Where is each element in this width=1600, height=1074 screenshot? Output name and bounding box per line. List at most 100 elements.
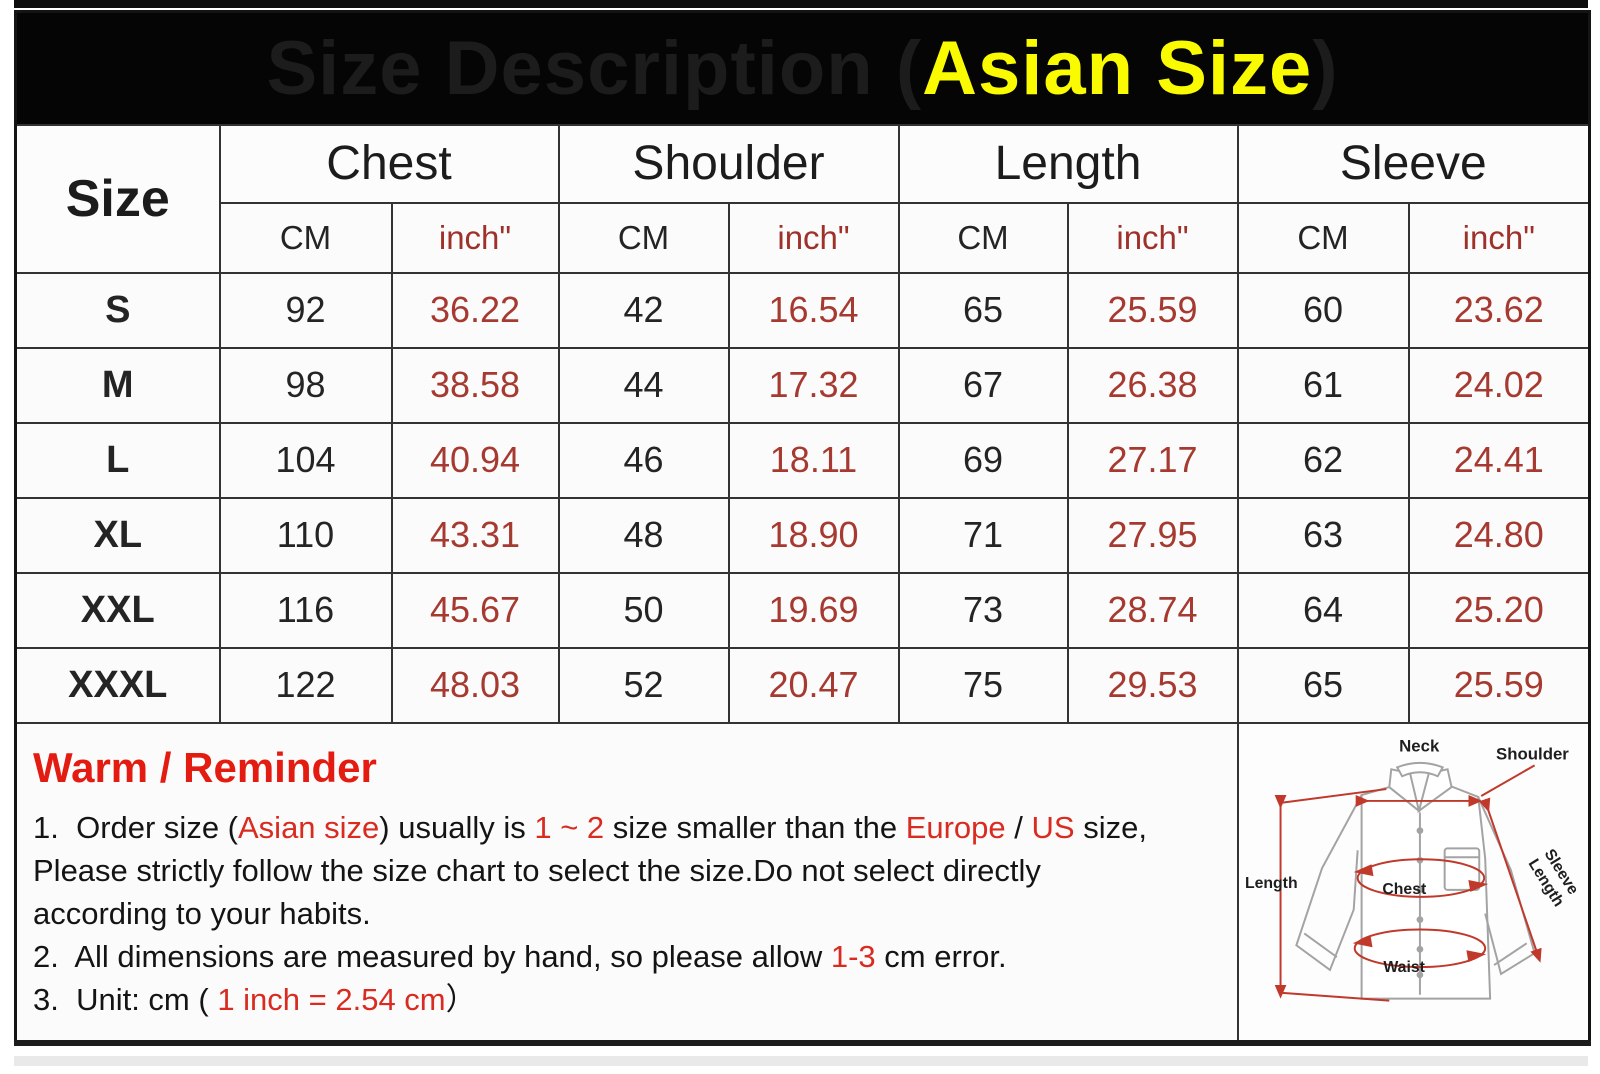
reminder-text: /: [1005, 809, 1032, 845]
inch-value: 25.59: [1407, 646, 1591, 724]
inch-value: 40.94: [390, 421, 560, 499]
title-prefix: Size Description (: [266, 25, 923, 111]
group-header-row: Size Chest Shoulder Length Sleeve: [14, 123, 1591, 274]
unit-header-cm: CM: [897, 201, 1069, 274]
page-title: Size Description (Asian Size): [14, 10, 1591, 126]
reminder-text: size,: [1074, 809, 1147, 845]
reminder-line: 3. Unit: cm ( 1 inch = 2.54 cm）: [33, 978, 1227, 1021]
unit-header-row: CM inch" CM inch" CM inch" CM inch": [16, 201, 1591, 274]
reminder-heading: Warm / Reminder: [33, 743, 377, 791]
diagram-label-shoulder: Shoulder: [1496, 744, 1569, 763]
cm-value: 122: [218, 646, 393, 724]
unit-header-cm: CM: [218, 201, 393, 274]
inch-value: 29.53: [1066, 646, 1239, 724]
table-row: XXXL 122 48.03 52 20.47 75 29.53 65 25.59: [14, 646, 1591, 724]
inch-value: 23.62: [1407, 271, 1591, 349]
measurement-diagram-cell: Neck Shoulder Sleeve Length Length Chest…: [1236, 721, 1591, 1044]
cm-value: 65: [1236, 646, 1410, 724]
size-label: L: [14, 421, 221, 499]
table-row: XL 110 43.31 48 18.90 71 27.95 63 24.80: [14, 496, 1591, 574]
bottom-crop-strip: [14, 1056, 1588, 1066]
bottom-row: Warm / Reminder 1. Order size (Asian siz…: [14, 721, 1591, 1044]
inch-value: 16.54: [727, 271, 900, 349]
inch-value: 38.58: [390, 346, 560, 424]
cm-value: 42: [557, 271, 730, 349]
unit-header-cm: CM: [557, 201, 730, 274]
inch-value: 36.22: [390, 271, 560, 349]
unit-header-inch: inch": [390, 201, 560, 274]
inch-value: 45.67: [390, 571, 560, 649]
reminder-text: cm error.: [875, 938, 1007, 974]
cm-value: 71: [897, 496, 1069, 574]
reminder-line: 2. All dimensions are measured by hand, …: [33, 935, 1227, 978]
reminder-text: according to your habits.: [33, 895, 371, 931]
cm-value: 46: [557, 421, 730, 499]
reminder-red-text: 1 inch = 2.54 cm: [217, 981, 446, 1017]
cm-value: 63: [1236, 496, 1410, 574]
cm-value: 104: [218, 421, 393, 499]
cm-value: 67: [897, 346, 1069, 424]
reminder-section: Warm / Reminder 1. Order size (Asian siz…: [14, 721, 1239, 1044]
reminder-red-text: Europe: [905, 809, 1006, 845]
shirt-measurement-illustration: Neck Shoulder Sleeve Length Length Chest…: [1244, 736, 1581, 1002]
column-header-chest: Chest: [218, 123, 560, 204]
cm-value: 73: [897, 571, 1069, 649]
cm-value: 48: [557, 496, 730, 574]
cm-value: 52: [557, 646, 730, 724]
column-header-shoulder: Shoulder: [557, 123, 900, 204]
table-row: XXL 116 45.67 50 19.69 73 28.74 64 25.20: [14, 571, 1591, 649]
cm-value: 65: [897, 271, 1069, 349]
cm-value: 98: [218, 346, 393, 424]
size-table: Size Description (Asian Size) Size Chest…: [14, 10, 1592, 1046]
size-label: M: [14, 346, 221, 424]
cm-value: 75: [897, 646, 1069, 724]
inch-value: 27.95: [1066, 496, 1239, 574]
cm-value: 50: [557, 571, 730, 649]
inch-value: 25.20: [1407, 571, 1591, 649]
reminder-line: Please strictly follow the size chart to…: [33, 849, 1227, 892]
inch-value: 18.11: [727, 421, 900, 499]
cm-value: 44: [557, 346, 730, 424]
diagram-label-waist: Waist: [1383, 958, 1425, 975]
reminder-red-text: 1-3: [830, 938, 876, 974]
reminder-text: ) usually is: [379, 809, 535, 845]
column-header-sleeve: Sleeve: [1236, 123, 1591, 204]
unit-header-inch: inch": [727, 201, 900, 274]
title-highlight: Asian Size: [922, 25, 1313, 111]
size-label: S: [14, 271, 221, 349]
reminder-line: according to your habits.: [33, 892, 1227, 935]
reminder-lines: 1. Order size (Asian size) usually is 1 …: [33, 806, 1227, 1021]
cm-value: 61: [1236, 346, 1410, 424]
title-row: Size Description (Asian Size): [14, 10, 1591, 126]
inch-value: 25.59: [1066, 271, 1239, 349]
inch-value: 27.17: [1066, 421, 1239, 499]
reminder-red-text: US: [1031, 809, 1075, 845]
inch-value: 24.80: [1407, 496, 1591, 574]
inch-value: 26.38: [1066, 346, 1239, 424]
reminder-red-text: 1 ~ 2: [534, 809, 605, 845]
reminder-text: ）: [445, 981, 477, 1017]
table-row: S 92 36.22 42 16.54 65 25.59 60 23.62: [14, 271, 1591, 349]
inch-value: 19.69: [727, 571, 900, 649]
inch-value: 18.90: [727, 496, 900, 574]
size-label: XXXL: [14, 646, 221, 724]
cm-value: 64: [1236, 571, 1410, 649]
inch-value: 24.41: [1407, 421, 1591, 499]
unit-header-cm: CM: [1236, 201, 1410, 274]
unit-header-inch: inch": [1407, 201, 1591, 274]
cm-value: 92: [218, 271, 393, 349]
inch-value: 20.47: [727, 646, 900, 724]
cm-value: 60: [1236, 271, 1410, 349]
diagram-label-chest: Chest: [1382, 880, 1427, 897]
size-table-body: S 92 36.22 42 16.54 65 25.59 60 23.62 M 98 38.58 44 1…: [14, 271, 1591, 724]
inch-value: 43.31: [390, 496, 560, 574]
reminder-red-text: Asian size: [238, 809, 380, 845]
column-header-size: Size: [14, 123, 221, 274]
reminder-text: Please strictly follow the size chart to…: [33, 852, 1041, 888]
cm-value: 69: [897, 421, 1069, 499]
reminder-text: 3. Unit: cm (: [33, 981, 218, 1017]
diagram-label-length: Length: [1244, 874, 1297, 891]
table-row: L 104 40.94 46 18.11 69 27.17 62 24.41: [14, 421, 1591, 499]
column-header-length: Length: [897, 123, 1239, 204]
